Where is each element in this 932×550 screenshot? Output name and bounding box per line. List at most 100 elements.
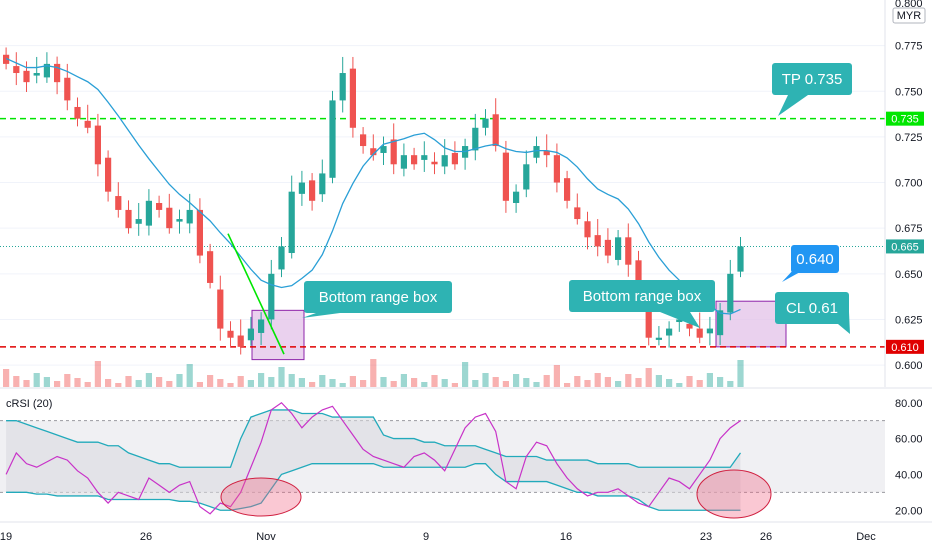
candle-body [94, 125, 101, 165]
volume-bar [94, 361, 101, 387]
volume-bar [176, 374, 183, 387]
volume-bars [3, 359, 744, 387]
candle-body [237, 335, 244, 347]
time-tick: Dec [856, 531, 876, 543]
volume-bar [615, 381, 622, 387]
candle-body [666, 328, 673, 336]
volume-bar [553, 365, 560, 387]
level-tag-text-cl: 0.610 [891, 342, 919, 354]
candle-body [309, 180, 316, 201]
volume-bar [339, 383, 346, 387]
candle-body [492, 114, 499, 147]
volume-bar [564, 383, 571, 387]
candle-body [196, 209, 203, 256]
volume-bar [278, 367, 285, 387]
level-tag-last [886, 239, 924, 254]
time-tick-labels: 19 26 Nov 9 16 23 26 Dec [0, 531, 876, 543]
volume-bar [737, 360, 744, 387]
price-axis[interactable]: 0.775 0.750 0.725 0.700 0.675 0.650 0.625 0.600… [884, 0, 926, 387]
price-tick: 0.725 [895, 132, 923, 144]
volume-bar [237, 376, 244, 387]
callout-box-left[interactable]: Bottom range box [302, 281, 452, 318]
volume-bar [462, 362, 469, 387]
candle-body [105, 157, 112, 192]
candle-body [451, 152, 458, 165]
volume-bar [258, 373, 265, 387]
crsi-tick-labels[interactable]: 80.00 60.00 40.00 20.00 [895, 398, 923, 518]
volume-bar [54, 381, 61, 387]
volume-bar [390, 381, 397, 387]
level-tag-cl [886, 339, 924, 354]
candle-body [145, 200, 152, 226]
candle-body [64, 77, 71, 101]
candle-body [625, 237, 632, 265]
time-tick: 9 [423, 531, 429, 543]
callout-pointer [302, 313, 340, 318]
volume-bar [482, 373, 489, 387]
callout-box-right[interactable]: Bottom range box [569, 280, 715, 328]
volume-bar [3, 369, 10, 387]
crsi-tick: 20.00 [895, 505, 923, 517]
price-panel [0, 45, 885, 387]
volume-bar [655, 375, 662, 387]
candle-body [349, 68, 356, 128]
candle-body [247, 328, 254, 341]
volume-bar [513, 374, 520, 387]
candle-body [3, 54, 10, 64]
candle-body [431, 161, 438, 165]
candle-body [43, 63, 50, 78]
crsi-tick: 40.00 [895, 469, 923, 481]
candle-body [135, 219, 142, 224]
candle-body [676, 319, 683, 323]
candle-body [574, 207, 581, 220]
price-tick-labels: 0.775 0.750 0.725 0.700 0.675 0.650 0.625 0.600 [895, 41, 923, 372]
level-tags: 0.735 0.610 0.665 [886, 111, 924, 354]
candle-body [564, 178, 571, 201]
volume-bar [186, 364, 193, 387]
volume-bar [74, 378, 81, 387]
candle-body [727, 273, 734, 313]
time-tick: 23 [700, 531, 712, 543]
crsi-tick: 60.00 [895, 434, 923, 446]
crsi-upper-band [6, 409, 742, 468]
candle-body [268, 273, 275, 320]
volume-bar [166, 381, 173, 387]
callout-current[interactable]: 0.640 [782, 245, 839, 282]
volume-bar [380, 377, 387, 387]
candle-body [390, 139, 397, 165]
callout-tp[interactable]: TP 0.735 [772, 63, 852, 116]
candle-body [645, 298, 652, 338]
candle-body [441, 155, 448, 167]
candle-body [74, 106, 81, 119]
candle-body [594, 235, 601, 247]
crsi-lower-band [6, 463, 741, 511]
volume-bar [156, 377, 163, 387]
candle-body [278, 246, 285, 270]
candle-body [523, 164, 530, 190]
currency-badge [892, 7, 926, 24]
volume-bar [431, 375, 438, 387]
volume-bar [105, 379, 112, 387]
candle-body [288, 191, 295, 254]
callout-box-right-label: Bottom range box [583, 288, 702, 305]
volume-bar [625, 374, 632, 387]
candle-body [615, 237, 622, 260]
candle-body [207, 251, 214, 283]
price-tick: 0.775 [895, 41, 923, 53]
range-box [251, 309, 305, 361]
candle-body [13, 66, 20, 74]
candle-body [533, 146, 540, 158]
volume-bar [451, 383, 458, 387]
volume-bar [43, 377, 50, 387]
callout-cl[interactable]: CL 0.61 [775, 292, 850, 334]
volume-bar [33, 373, 40, 387]
time-axis[interactable]: 19 26 Nov 9 16 23 26 Dec [0, 521, 932, 543]
candle-body [472, 127, 479, 151]
volume-bar [523, 378, 530, 387]
candle-body [543, 150, 550, 156]
candle-body [737, 246, 744, 272]
crsi-panel: cRSI (20) 80.00 60.00 40.00 20.00 [0, 398, 923, 519]
level-tag-text-tp: 0.735 [891, 114, 919, 126]
candle-body [686, 323, 693, 329]
